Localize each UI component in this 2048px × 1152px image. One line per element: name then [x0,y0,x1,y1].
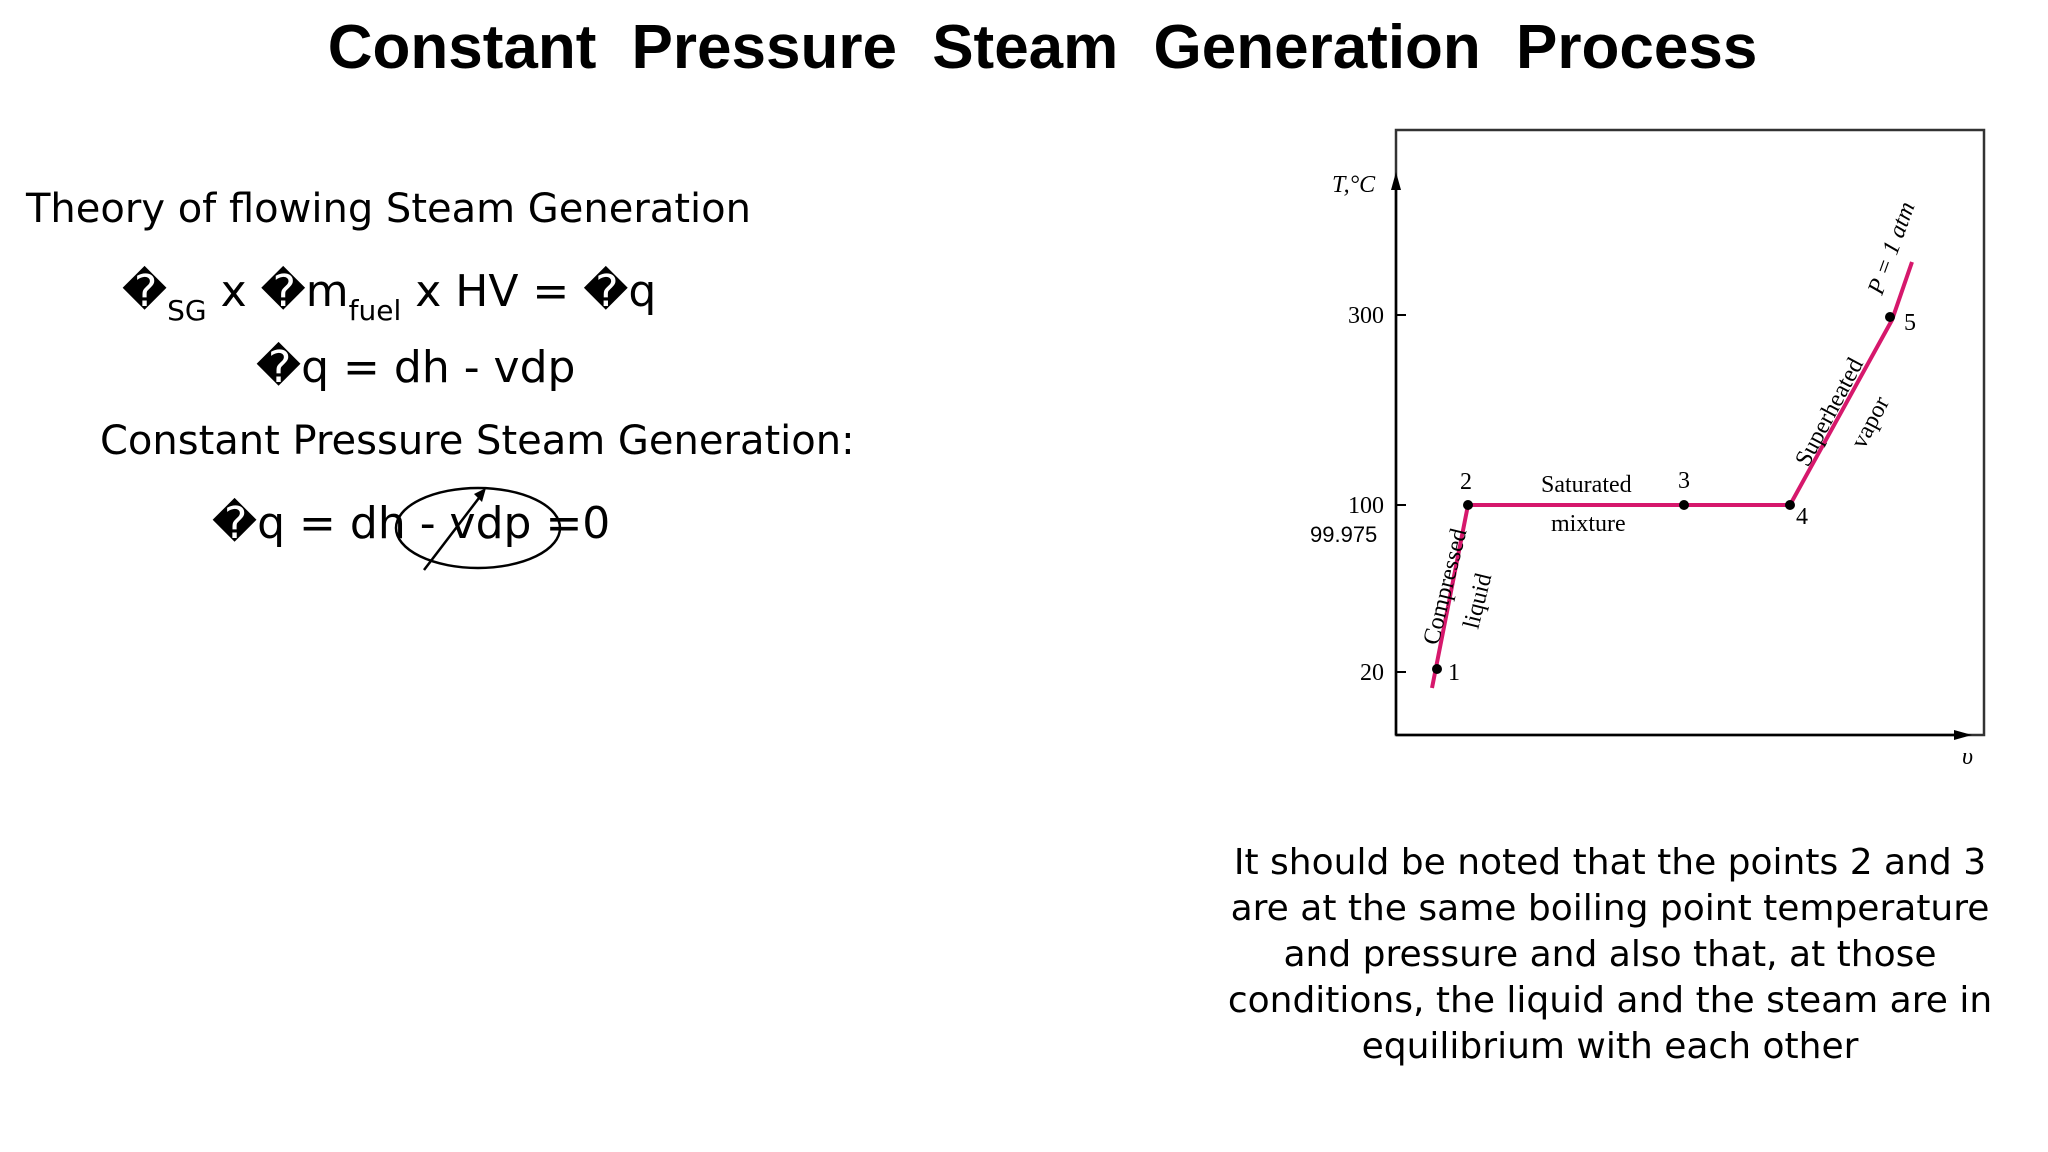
x-axis-label: υ [1962,744,1973,770]
region-vapor: vapor [1846,392,1895,452]
point-3 [1679,500,1689,510]
point-label-3: 3 [1678,468,1690,494]
point-label-4: 4 [1796,504,1808,530]
vdp-zero-annotation [394,486,562,571]
vdp-arrow-head [474,488,486,502]
region-superheated: Superheated [1790,354,1869,471]
equation-constant-pressure: �q = dh - vdp =0 [212,498,611,549]
y-axis-label: T,°C [1332,172,1376,198]
page-title: Constant Pressure Steam Generation Proce… [327,13,1758,82]
tick-label-300: 300 [1348,303,1384,329]
eq1-sub-sg: SG [167,294,207,327]
eq1-end: x HV = �q [401,266,657,317]
point-label-2: 2 [1460,469,1472,495]
eq1-mid: x �m [206,266,349,317]
equation-energy-balance: �SG x �mfuel x HV = �q [122,266,656,327]
note-text: It should be noted that the points 2 and… [1227,842,1993,1067]
eq1-sub-fuel: fuel [348,294,402,327]
pressure-label: P = 1 atm [1863,199,1921,299]
tick-label-20: 20 [1360,660,1384,686]
region-saturated: Saturated [1541,472,1632,498]
point-4 [1785,500,1795,510]
vdp-ellipse [394,486,562,570]
point-5 [1885,312,1895,322]
process-line [1430,261,1914,689]
point-1 [1432,664,1442,674]
x-axis-arrow [1954,730,1972,740]
vdp-strike-arrow [423,493,483,571]
t-v-diagram: T,°C υ 300 100 20 99.975 1 2 3 4 5 Satur… [1310,128,1986,770]
point-label-1: 1 [1448,660,1460,686]
region-compressed: Compressed [1419,526,1473,647]
point-2 [1463,500,1473,510]
point-label-5: 5 [1904,310,1916,336]
tick-label-100: 100 [1348,493,1384,519]
region-liquid: liquid [1459,571,1498,632]
y-axis-arrow [1391,172,1401,190]
tick-label-99975: 99.975 [1310,522,1377,547]
eq1-symbol: � [122,266,168,317]
heading-theory: Theory of flowing Steam Generation [26,186,751,232]
equation-heat: �q = dh - vdp [256,342,576,393]
region-mixture: mixture [1551,511,1626,537]
heading-constant-pressure: Constant Pressure Steam Generation: [100,418,855,464]
